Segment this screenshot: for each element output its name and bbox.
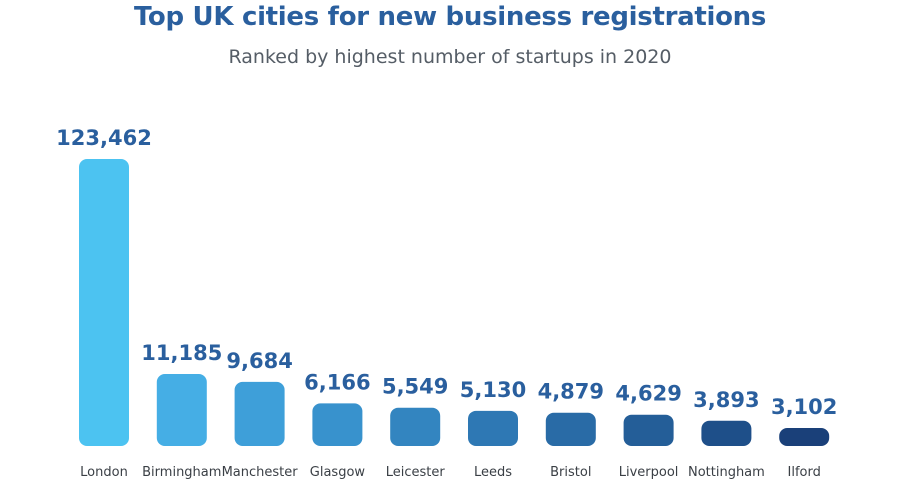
category-label-liverpool: Liverpool [619, 465, 679, 480]
bar-leeds [468, 410, 518, 446]
category-label-glasgow: Glasgow [310, 465, 366, 480]
bar-nottingham [701, 420, 752, 446]
bar-manchester [234, 381, 285, 446]
bar-bristol [545, 412, 596, 446]
value-label-ilford: 3,102 [771, 395, 837, 419]
bar-ilford [779, 428, 830, 446]
category-label-london: London [80, 465, 128, 480]
category-label-ilford: Ilford [788, 465, 821, 480]
bar-london [79, 159, 129, 446]
value-label-nottingham: 3,893 [693, 388, 759, 412]
category-label-nottingham: Nottingham [688, 465, 765, 480]
value-label-leicester: 5,549 [382, 375, 448, 399]
category-label-bristol: Bristol [550, 465, 591, 480]
value-label-london: 123,462 [56, 126, 152, 150]
chart-title: Top UK cities for new business registrat… [133, 2, 767, 32]
bar-liverpool [623, 414, 674, 446]
bar-birmingham [156, 374, 207, 446]
value-label-bristol: 4,879 [538, 380, 604, 404]
category-label-leeds: Leeds [474, 465, 512, 480]
bar-glasgow [312, 403, 363, 446]
category-label-leicester: Leicester [386, 465, 446, 480]
category-label-birmingham: Birmingham [142, 465, 221, 480]
value-label-birmingham: 11,185 [141, 341, 222, 365]
category-label-manchester: Manchester [222, 465, 299, 480]
chart-subtitle: Ranked by highest number of startups in … [228, 46, 672, 68]
value-label-manchester: 9,684 [226, 349, 292, 373]
value-label-liverpool: 4,629 [615, 382, 681, 406]
value-label-glasgow: 6,166 [304, 370, 370, 394]
bar-leicester [390, 407, 441, 446]
value-label-leeds: 5,130 [460, 378, 526, 402]
